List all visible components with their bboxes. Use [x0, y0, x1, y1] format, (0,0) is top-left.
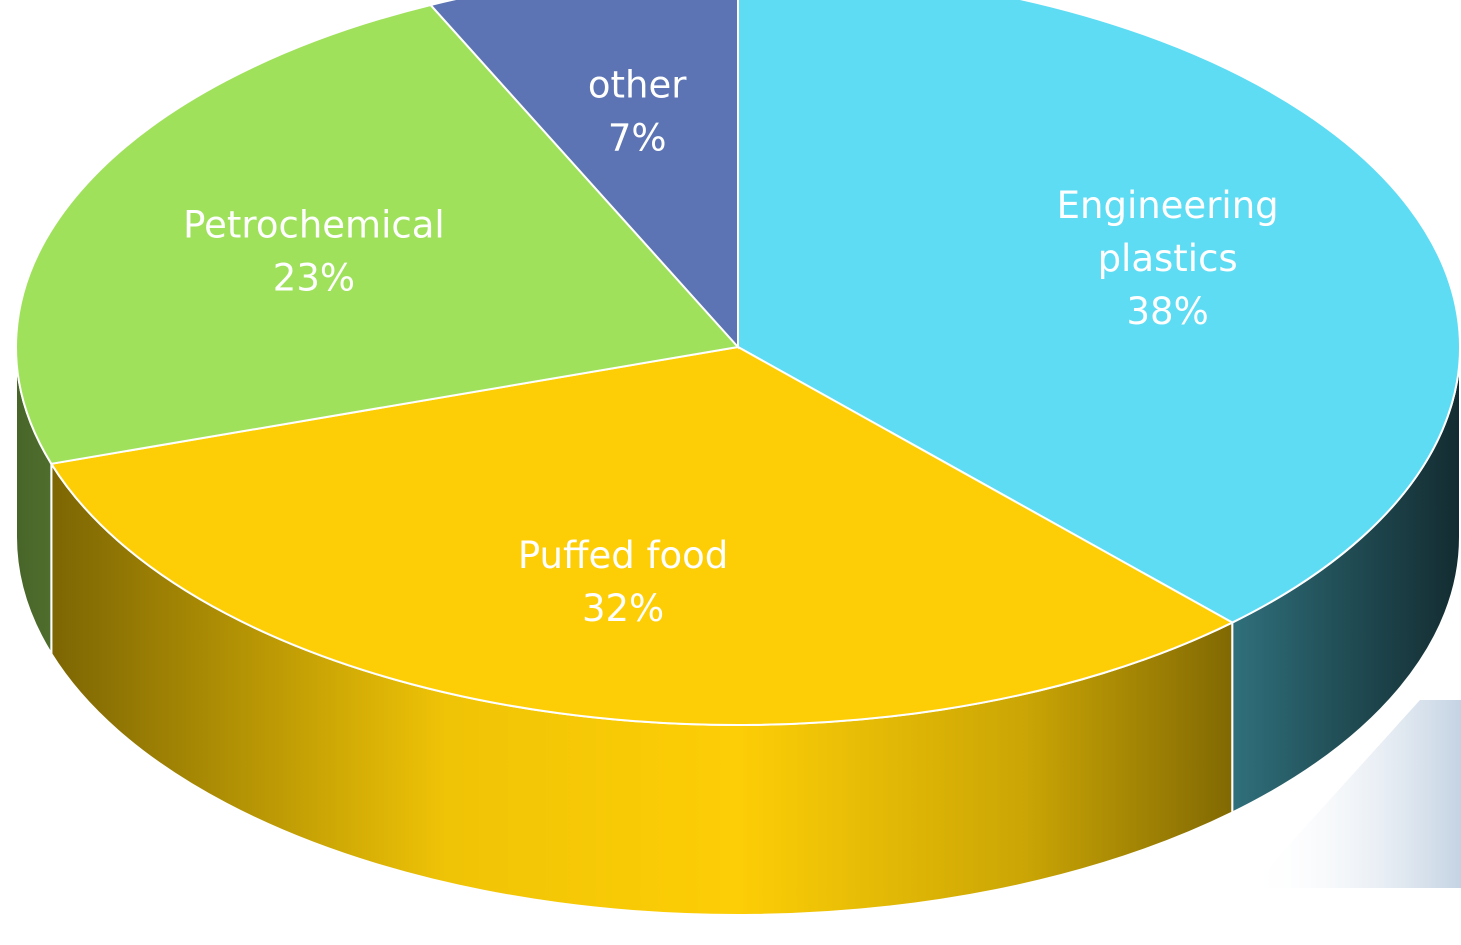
- pie-slice-puffed-food: [49, 345, 1235, 726]
- pie-slice-petrochemical: [15, 3, 740, 465]
- pie-labels: Engineering plastics 38% Puffed food 32% Petr…: [183, 63, 1278, 629]
- pie-slices: [15, 0, 1461, 726]
- data-label-engineering-plastics: Engineering plastics 38%: [1057, 184, 1279, 333]
- data-label-puffed-food: Puffed food 32%: [518, 534, 728, 630]
- pie-slice-other: [428, 0, 739, 350]
- pie-slice-engineering-plastics: [737, 0, 1461, 624]
- data-label-petrochemical: Petrochemical 23%: [183, 203, 444, 299]
- data-label-other: other 7%: [588, 63, 687, 159]
- pie-sides: [15, 346, 1461, 916]
- drop-shadow: [1250, 700, 1461, 888]
